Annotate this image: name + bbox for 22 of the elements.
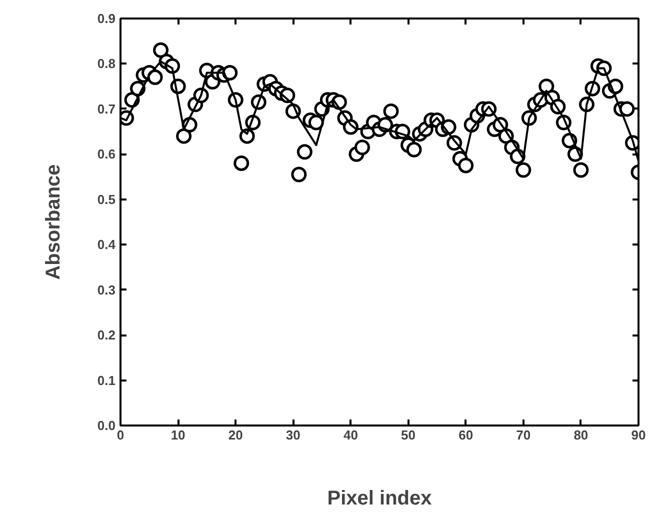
x-tick-label: 10 [170,428,186,442]
x-tick-label: 80 [574,428,588,442]
x-tick-label: 70 [516,428,531,442]
y-tick-label: 0.0 [97,418,116,433]
y-tick-label: 0.6 [97,146,116,162]
x-tick-label: 30 [286,428,300,442]
y-tick-label: 0.7 [97,101,116,116]
y-tick-label: 0.9 [97,11,116,26]
y-tick-label: 0.2 [97,328,116,343]
x-tick-label: 20 [228,428,243,442]
x-tick-label: 40 [343,428,358,442]
x-tick-label: 60 [458,428,474,442]
x-axis-title: Pixel index [327,488,432,510]
y-tick-label: 0.8 [97,56,116,72]
y-tick-label: 0.3 [97,282,116,298]
y-tick-label: 0.4 [97,237,116,252]
y-tick-label: 0.1 [97,372,116,388]
x-tick-label: 0 [116,428,124,442]
x-tick-label: 90 [631,428,646,442]
y-tick-label: 0.5 [97,192,116,207]
x-tick-label: 50 [401,428,416,442]
y-axis-title: Absorbance [42,164,64,280]
